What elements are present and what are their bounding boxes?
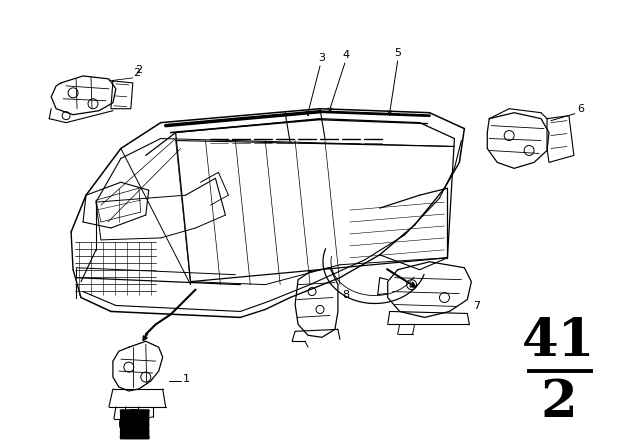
Text: 3: 3 <box>318 53 325 63</box>
Text: 8: 8 <box>342 289 349 300</box>
Text: 2: 2 <box>133 68 140 78</box>
Text: 2: 2 <box>541 377 577 428</box>
Text: 6: 6 <box>577 103 584 114</box>
Text: 4: 4 <box>343 50 350 60</box>
Text: 7: 7 <box>474 302 481 311</box>
Text: 41: 41 <box>522 316 596 367</box>
Text: 5: 5 <box>395 48 402 58</box>
Text: 2: 2 <box>135 65 142 75</box>
Text: 1: 1 <box>182 374 189 384</box>
